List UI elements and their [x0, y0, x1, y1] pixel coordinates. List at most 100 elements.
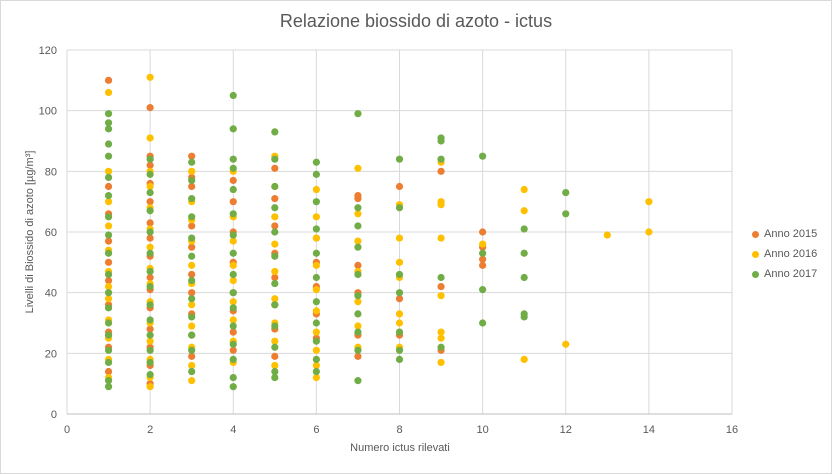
data-point	[104, 383, 113, 391]
data-point	[146, 301, 154, 309]
data-point	[354, 346, 362, 354]
data-point	[188, 182, 196, 191]
data-point	[146, 228, 154, 236]
data-point	[395, 319, 404, 327]
data-point	[146, 188, 154, 197]
data-point	[354, 222, 362, 230]
x-tick-label: 4	[230, 424, 236, 436]
data-point	[146, 283, 154, 291]
data-point	[271, 164, 279, 172]
legend-swatch	[752, 250, 759, 258]
x-axis-label: Numero ictus rilevati	[350, 442, 450, 454]
data-point	[146, 243, 154, 251]
data-point	[146, 207, 154, 215]
data-point	[271, 182, 279, 191]
data-point	[188, 222, 196, 230]
data-point	[188, 167, 196, 175]
y-tick-label: 40	[45, 288, 57, 300]
data-point	[104, 249, 113, 257]
data-point	[188, 261, 196, 269]
data-point	[437, 343, 445, 351]
data-point	[354, 328, 362, 336]
data-point	[188, 331, 196, 339]
data-point	[312, 273, 320, 282]
data-point	[437, 358, 445, 367]
data-point	[312, 337, 320, 345]
data-point	[146, 358, 154, 367]
data-point	[520, 355, 528, 363]
data-point	[395, 270, 404, 279]
data-point	[312, 198, 320, 206]
data-point	[146, 331, 154, 339]
data-point	[271, 301, 279, 309]
data-point	[188, 377, 196, 385]
data-point	[104, 237, 113, 245]
data-point	[271, 295, 279, 303]
data-point	[479, 261, 487, 269]
data-point	[146, 249, 154, 257]
data-point	[479, 319, 487, 327]
data-point	[104, 270, 113, 279]
data-point	[188, 158, 196, 166]
data-point	[354, 210, 362, 218]
tick-labels: 0 20 40 60 80 100 120 0 2 4 6 8 10 12 14 16	[39, 45, 738, 436]
data-point	[229, 231, 237, 239]
data-point	[104, 367, 113, 376]
data-point	[229, 289, 237, 297]
data-point	[645, 198, 653, 206]
data-point	[354, 243, 362, 251]
data-point	[146, 219, 154, 227]
x-tick-label: 10	[477, 424, 489, 436]
data-point	[479, 152, 487, 160]
data-point	[479, 240, 487, 248]
data-point	[229, 210, 237, 218]
data-point	[104, 119, 113, 127]
data-point	[146, 346, 154, 354]
data-point	[520, 273, 528, 282]
data-point	[437, 137, 445, 145]
data-point	[146, 182, 154, 191]
data-point	[104, 125, 113, 133]
legend-swatch	[752, 270, 759, 278]
data-point	[354, 352, 362, 360]
data-point	[188, 367, 196, 376]
data-points	[104, 73, 653, 391]
data-point	[146, 337, 154, 345]
data-point	[146, 316, 154, 324]
data-point	[104, 331, 113, 339]
data-point	[146, 73, 154, 81]
data-point	[188, 152, 196, 160]
x-tick-label: 8	[396, 424, 402, 436]
data-point	[354, 270, 362, 279]
data-point	[146, 325, 154, 333]
data-point	[104, 167, 113, 175]
x-tick-label: 2	[147, 424, 153, 436]
data-point	[354, 322, 362, 330]
data-point	[104, 173, 113, 181]
data-point	[437, 283, 445, 291]
data-point	[395, 346, 404, 354]
x-tick-label: 12	[560, 424, 572, 436]
data-point	[229, 374, 237, 382]
data-point	[271, 361, 279, 370]
data-point	[271, 155, 279, 163]
data-point	[229, 276, 237, 285]
data-point	[146, 198, 154, 206]
data-point	[104, 358, 113, 367]
data-point	[104, 283, 113, 291]
data-point	[437, 167, 445, 175]
data-point	[104, 182, 113, 191]
data-point	[104, 88, 113, 97]
data-point	[146, 370, 154, 379]
data-point	[271, 222, 279, 230]
data-point	[312, 158, 320, 166]
data-point	[229, 270, 237, 279]
data-point	[104, 304, 113, 312]
data-point	[104, 258, 113, 266]
data-point	[104, 192, 113, 200]
legend-label: Anno 2017	[764, 268, 818, 280]
legend-item: Anno 2015	[752, 224, 817, 244]
data-point	[104, 213, 113, 221]
